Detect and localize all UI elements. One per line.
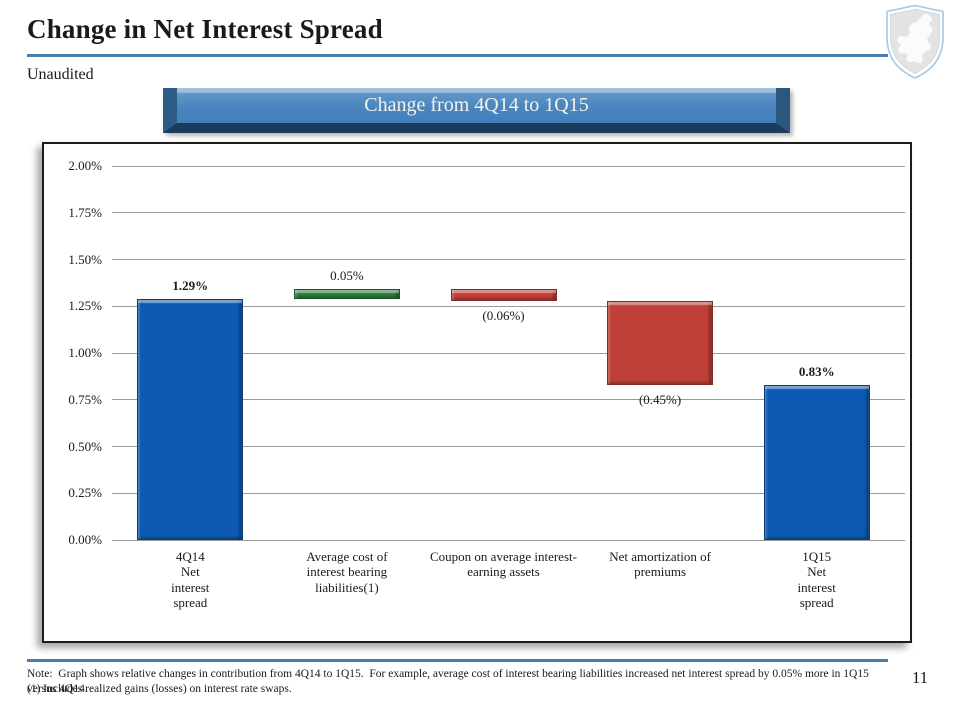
gridline <box>112 399 905 401</box>
y-axis-tick-label: 0.75% <box>68 391 102 407</box>
x-axis-category-label: 4Q14 Net interest spread <box>112 549 269 610</box>
gridline <box>112 212 905 214</box>
footer-divider <box>27 659 888 662</box>
bar-value-label: 0.05% <box>330 268 364 284</box>
y-axis-tick-label: 2.00% <box>68 158 102 173</box>
chart-title-banner-label: Change from 4Q14 to 1Q15 <box>364 94 589 116</box>
waterfall-bar <box>293 289 400 299</box>
lion-tail-icon <box>924 22 931 38</box>
y-axis-tick-label: 0.00% <box>68 532 102 547</box>
gridline <box>112 305 905 307</box>
gridline <box>112 352 905 354</box>
x-axis-category-label: Coupon on average interest-earning asset… <box>425 549 582 580</box>
chart-card: 2.00% 1.75% 1.50% 1.25% 1.00% 0.75% 0.50% 0.25%… <box>42 142 912 643</box>
y-axis-tick-label: 0.50% <box>68 438 102 454</box>
y-axis-tick-label: 1.25% <box>68 298 102 314</box>
x-axis-category-line: Net amortization of <box>609 549 711 564</box>
x-axis-category-label: Net amortization of premiums <box>582 549 739 580</box>
x-axis-category-line: interest <box>171 579 210 595</box>
x-axis-category-line: interest bearing <box>306 564 388 580</box>
x-axis-category-line: 1Q15 <box>802 549 832 564</box>
x-axis-category-line: Coupon on average interest- <box>430 549 577 564</box>
x-axis-category-line: spread <box>799 594 834 610</box>
shield-lion-logo <box>886 4 944 79</box>
lion-rampant-icon <box>897 13 933 64</box>
page-number: 11 <box>911 668 929 687</box>
waterfall-chart: 2.00% 1.75% 1.50% 1.25% 1.00% 0.75% 0.50% 0.25%… <box>44 144 910 641</box>
x-axis-category-label: 1Q15 Net interest spread <box>738 549 895 610</box>
y-axis-tick-label: 1.00% <box>68 345 102 360</box>
gridline <box>112 259 905 260</box>
x-axis-category-line: spread <box>173 594 208 610</box>
footnote-line-1: Note: Graph shows relative changes in co… <box>27 668 872 695</box>
waterfall-bar <box>137 298 244 540</box>
x-axis-category-line: premiums <box>634 564 687 580</box>
title-divider <box>27 54 888 57</box>
x-axis-category-line: Average cost of <box>306 549 388 564</box>
x-axis-category-line: liabilities(1) <box>315 579 379 595</box>
x-axis-category-label: Average cost of interest bearing liabiliti… <box>269 549 426 595</box>
waterfall-bar <box>450 289 557 301</box>
unaudited-label: Unaudited <box>27 66 94 83</box>
x-axis-category-line: Net <box>807 564 827 580</box>
bar-value-label: 1.29% <box>172 277 209 293</box>
y-axis-tick-label: 0.25% <box>68 485 102 501</box>
y-axis-tick-label: 1.50% <box>68 251 102 267</box>
x-axis-category-line: Net <box>180 564 200 580</box>
x-axis-category-line: interest <box>797 579 836 595</box>
gridline <box>112 446 905 447</box>
bar-value-label: (0.06%) <box>482 307 525 323</box>
x-axis-category-line: earning assets <box>467 564 540 580</box>
x-axis-category-line: 4Q14 <box>175 549 205 564</box>
bar-value-label: (0.45%) <box>638 391 682 407</box>
gridline <box>112 165 905 167</box>
page-title: Change in Net Interest Spread <box>27 14 383 44</box>
gridline <box>112 539 905 541</box>
footnote-line-2: (1) Includes realized gains (losses) on … <box>27 683 292 695</box>
gridline <box>112 492 905 494</box>
y-axis-tick-label: 1.75% <box>68 204 102 220</box>
waterfall-bar <box>607 300 714 385</box>
chart-title-banner: Change from 4Q14 to 1Q15 <box>163 88 790 133</box>
bar-value-label: 0.83% <box>798 363 835 379</box>
waterfall-bar <box>763 384 870 540</box>
